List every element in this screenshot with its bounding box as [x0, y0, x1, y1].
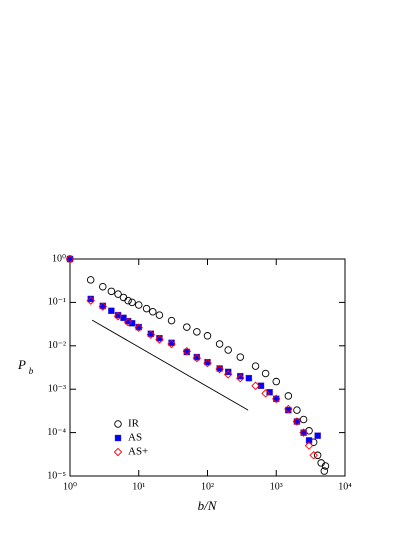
x-tick-label: 10¹	[132, 481, 145, 492]
point	[87, 295, 94, 303]
point	[261, 369, 270, 378]
y-tick-label: 10⁻¹	[48, 297, 66, 308]
point	[156, 334, 163, 342]
x-tick-label: 10⁰	[63, 481, 77, 492]
point	[128, 298, 136, 307]
point	[292, 417, 302, 426]
point	[86, 296, 95, 305]
point	[142, 304, 151, 313]
point	[236, 353, 245, 361]
point	[314, 432, 321, 439]
point	[114, 290, 122, 298]
point	[272, 377, 281, 386]
point	[124, 296, 132, 305]
point	[299, 415, 308, 424]
y-tick-label: 10⁰	[52, 253, 66, 264]
point	[203, 358, 212, 368]
point	[98, 302, 108, 311]
point	[305, 437, 313, 444]
x-tick-label: 10³	[270, 481, 283, 492]
x-tick-label: 10²	[201, 481, 214, 492]
point	[65, 254, 75, 264]
point	[284, 404, 293, 414]
plot-frame	[69, 258, 346, 477]
point	[224, 346, 232, 354]
point	[119, 293, 128, 302]
point	[86, 276, 95, 284]
point	[108, 307, 115, 315]
legend-label: AS	[128, 432, 142, 444]
point	[192, 353, 202, 363]
point	[293, 406, 301, 414]
point	[237, 372, 244, 380]
point	[257, 382, 265, 389]
point	[224, 368, 232, 376]
point	[304, 441, 314, 450]
point	[320, 467, 329, 475]
point	[134, 323, 143, 333]
point	[299, 428, 308, 437]
point	[236, 373, 245, 383]
point	[182, 346, 192, 356]
x-axis-label: b/N	[198, 498, 218, 513]
point	[149, 307, 157, 316]
point	[155, 311, 164, 319]
point	[99, 282, 107, 291]
point	[193, 328, 201, 336]
point	[113, 311, 123, 321]
y-tick-label: 10⁻²	[48, 340, 66, 351]
point	[321, 462, 330, 470]
legend-marker	[113, 447, 123, 457]
point	[128, 320, 136, 327]
y-tick-label: 10⁻³	[48, 383, 66, 394]
point	[215, 364, 224, 374]
point	[251, 381, 260, 391]
point	[146, 330, 156, 339]
legend-marker	[114, 420, 122, 428]
point	[313, 451, 322, 460]
point	[203, 332, 212, 340]
y-tick-label: 10⁻⁵	[47, 470, 66, 481]
reference-line	[91, 319, 249, 411]
legend-label: IR	[128, 418, 140, 430]
point	[134, 301, 143, 309]
legend-label: AS+	[128, 446, 148, 458]
point	[215, 340, 224, 348]
point	[107, 287, 116, 296]
point	[245, 374, 253, 382]
y-axis-label: P	[17, 357, 26, 372]
y-axis-label-sub: b	[29, 366, 34, 376]
point	[309, 451, 318, 460]
x-tick-label: 10⁴	[338, 481, 352, 492]
y-tick-label: 10⁻⁴	[47, 427, 66, 438]
point	[167, 316, 176, 325]
point	[123, 317, 133, 327]
point	[223, 370, 233, 379]
point	[251, 362, 260, 370]
point	[272, 394, 281, 404]
legend-marker	[114, 434, 122, 442]
point	[266, 389, 273, 396]
point	[183, 323, 191, 331]
point	[167, 339, 176, 349]
point	[155, 335, 164, 344]
point	[284, 392, 293, 400]
point	[261, 389, 270, 398]
